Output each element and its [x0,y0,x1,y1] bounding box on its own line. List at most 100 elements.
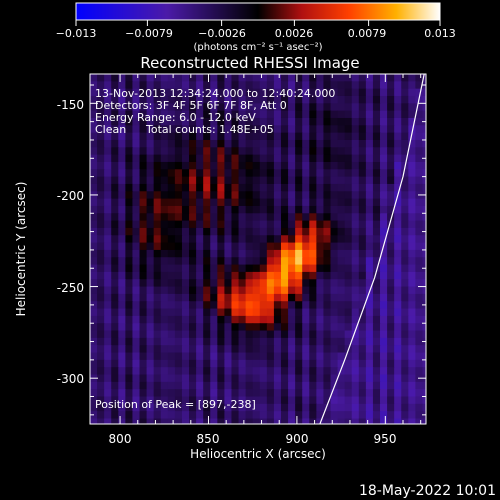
heatmap-pixel [224,95,233,104]
heatmap-pixel [351,257,360,266]
heatmap-pixel [316,403,325,412]
heatmap-pixel [111,359,119,368]
heatmap-pixel [344,205,353,214]
plot-frame [89,73,427,425]
heatmap-pixel [153,389,162,398]
heatmap-pixel [380,161,388,170]
heatmap-pixel [245,169,254,178]
heatmap-pixel [365,389,374,398]
heatmap-pixel [302,286,310,295]
heatmap-pixel [316,257,325,266]
heatmap-pixel [238,301,247,310]
heatmap-pixel [231,213,240,222]
heatmap-pixel [394,389,402,398]
heatmap-pixel [365,352,374,361]
heatmap-pixel [387,249,395,258]
heatmap-pixel [259,198,268,207]
heatmap-pixel [273,147,282,156]
heatmap-pixel [408,235,416,244]
heatmap-pixel [174,205,183,214]
heatmap-pixel [344,191,353,200]
heatmap-pixel [252,315,261,324]
heatmap-pixel [245,301,254,310]
heatmap-pixel [153,337,162,346]
heatmap-pixel [189,389,197,398]
heatmap-pixel [280,88,289,97]
heatmap-pixel [372,381,381,390]
heatmap-pixel [203,81,211,90]
heatmap-pixel [111,242,119,251]
heatmap-pixel [302,249,310,258]
heatmap-pixel [174,169,183,178]
heatmap-pixel [387,374,395,383]
heatmap-pixel [358,359,367,368]
heatmap-pixel [97,345,105,354]
heatmap-pixel [394,117,402,126]
heatmap-pixel [224,220,233,229]
heatmap-pixel [266,205,275,214]
heatmap-pixel [280,213,289,222]
heatmap-pixel [259,242,268,251]
heatmap-pixel [210,220,218,229]
heatmap-pixel [295,264,303,273]
heatmap-pixel [231,74,240,82]
heatmap-pixel [104,242,112,251]
heatmap-pixel [217,176,225,185]
heatmap-pixel [196,418,204,424]
heatmap-pixel [323,169,332,178]
heatmap-pixel [132,345,141,354]
heatmap-pixel [288,293,296,302]
heatmap-pixel [408,374,416,383]
heatmap-pixel [146,345,155,354]
heatmap-pixel [323,279,332,288]
heatmap-pixel [280,403,289,412]
heatmap-pixel [259,125,268,134]
heatmap-pixel [401,110,409,119]
heatmap-pixel [288,213,296,222]
heatmap-pixel [167,308,176,317]
heatmap-pixel [372,315,381,324]
heatmap-pixel [167,257,176,266]
heatmap-pixel [196,242,204,251]
heatmap-pixel [380,345,388,354]
heatmap-pixel [280,396,289,405]
heatmap-pixel [309,88,317,97]
heatmap-pixel [358,330,367,339]
heatmap-pixel [266,139,275,148]
heatmap-pixel [259,183,268,192]
heatmap-pixel [118,330,126,339]
heatmap-pixel [167,125,176,134]
heatmap-pixel [203,279,211,288]
heatmap-pixel [387,103,395,112]
heatmap-pixel [295,191,303,200]
heatmap-pixel [153,169,162,178]
heatmap-pixel [139,293,148,302]
heatmap-pixel [174,220,183,229]
heatmap-pixel [372,125,381,134]
heatmap-pixel [309,352,317,361]
heatmap-pixel [90,345,98,354]
heatmap-pixel [231,264,240,273]
heatmap-pixel [259,381,268,390]
heatmap-pixel [259,117,268,126]
heatmap-pixel [125,286,134,295]
heatmap-pixel [266,359,275,368]
heatmap-pixel [97,132,105,141]
heatmap-pixel [351,227,360,236]
heatmap-pixel [125,235,134,244]
heatmap-pixel [217,125,225,134]
heatmap-pixel [266,88,275,97]
heatmap-pixel [231,169,240,178]
heatmap-pixel [189,396,197,405]
heatmap-pixel [330,183,339,192]
heatmap-pixel [387,323,395,332]
heatmap-pixel [337,418,346,424]
x-tick-label: 950 [374,432,397,446]
heatmap-pixel [394,169,402,178]
heatmap-pixel [358,95,367,104]
heatmap-pixel [90,403,98,412]
heatmap-pixel [316,161,325,170]
heatmap-pixel [189,249,197,258]
heatmap-pixel [189,403,197,412]
heatmap-pixel [302,418,310,424]
